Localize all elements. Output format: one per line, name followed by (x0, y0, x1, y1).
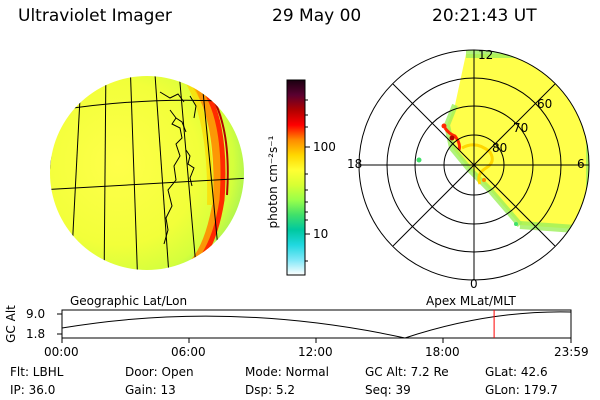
status-seq: Seq: 39 (365, 383, 411, 397)
colorbar (286, 79, 310, 276)
mlt-label-18: 18 (347, 157, 363, 171)
altitude-ylabel: GC Alt (4, 305, 18, 343)
status-dsp: Dsp: 5.2 (245, 383, 296, 397)
altitude-ytick-bottom: 1.8 (26, 327, 46, 341)
altitude-xtick: 12:00 (298, 345, 333, 359)
status-mode: Mode: Normal (245, 365, 329, 379)
mlt-label-0: 0 (470, 277, 478, 291)
instrument-title: Ultraviolet Imager (18, 6, 172, 26)
colorbar-tick-100: 100 (313, 140, 336, 154)
status-glon: GLon: 179.7 (485, 383, 558, 397)
altitude-xtick: 18:00 (425, 345, 460, 359)
altitude-xtick: 00:00 (44, 345, 79, 359)
date-label: 29 May 00 (272, 6, 362, 26)
mlt-label-6: 6 (577, 157, 585, 171)
time-label: 20:21:43 UT (432, 6, 537, 26)
colorbar-unit-label: photon cm⁻²s⁻¹ (266, 135, 280, 229)
projection-left-label: Geographic Lat/Lon (70, 294, 188, 308)
status-door: Door: Open (125, 365, 194, 379)
altitude-plot (57, 309, 572, 343)
status-gain: Gain: 13 (125, 383, 176, 397)
lat-label-80: 80 (492, 141, 508, 155)
altitude-ytick-top: 9.0 (26, 307, 46, 321)
altitude-xtick: 06:00 (171, 345, 206, 359)
colorbar-tick-10: 10 (313, 227, 329, 241)
globe-image (50, 76, 244, 270)
polar-plot (358, 49, 590, 281)
mlt-label-12: 12 (478, 48, 494, 62)
status-glat: GLat: 42.6 (485, 365, 548, 379)
status-flt: Flt: LBHL (10, 365, 64, 379)
lat-label-70: 70 (513, 121, 529, 135)
projection-right-label: Apex MLat/MLT (426, 294, 516, 308)
altitude-xtick: 23:59 (554, 345, 589, 359)
status-gc-alt: GC Alt: 7.2 Re (365, 365, 449, 379)
lat-label-60: 60 (537, 97, 553, 111)
status-ip: IP: 36.0 (10, 383, 56, 397)
